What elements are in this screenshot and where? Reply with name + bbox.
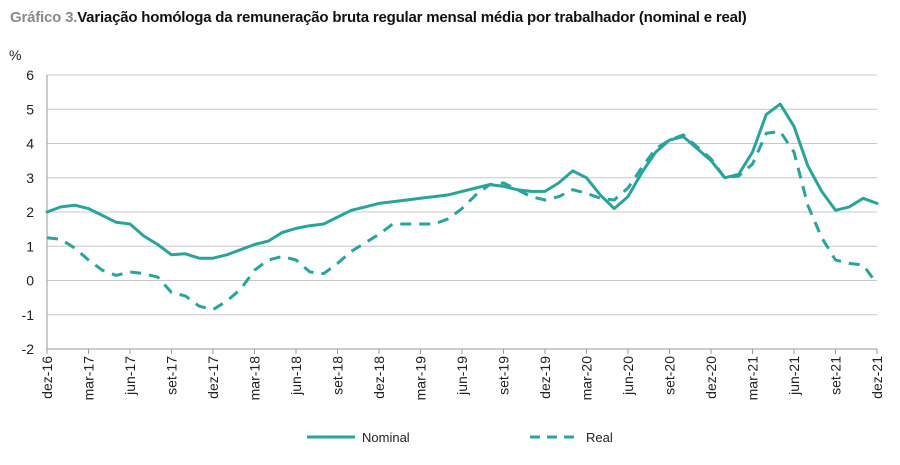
x-tick-label: dez-18 (371, 356, 387, 399)
y-axis-label: % (9, 47, 21, 63)
series-line-real (46, 130, 879, 312)
chart-title: Gráfico 3.Variação homóloga da remuneraç… (10, 9, 747, 26)
y-tick-label: 5 (26, 101, 34, 117)
y-tick-label: 4 (26, 136, 34, 152)
gridlines (46, 74, 877, 350)
x-tick-label: mar-19 (413, 356, 429, 401)
x-tick-label: set-20 (662, 356, 678, 395)
y-tick-label: 3 (26, 170, 34, 186)
x-tick-label: mar-18 (247, 356, 263, 401)
x-tick-label: jun-18 (288, 356, 304, 396)
series-lines (45, 102, 879, 312)
x-tick-label: jun-21 (786, 356, 802, 396)
x-tick-label: dez-17 (205, 356, 221, 399)
x-tick-label: set-19 (496, 356, 512, 395)
x-tick-label: dez-20 (703, 356, 719, 399)
y-tick-label: 2 (26, 204, 34, 220)
x-tick-label: jun-17 (122, 356, 138, 396)
y-tick-label: -2 (22, 341, 35, 357)
x-tick-label: set-18 (330, 356, 346, 395)
y-tick-label: 0 (26, 273, 34, 289)
series-line-nominal (45, 102, 879, 260)
chart-title-text: Variação homóloga da remuneração bruta r… (77, 9, 747, 26)
legend: Nominal Real (307, 430, 613, 445)
legend-label-real: Real (586, 430, 613, 445)
x-tick-label: jun-20 (620, 356, 636, 396)
x-tick-label: set-21 (828, 356, 844, 395)
y-tick-label: 6 (26, 67, 34, 83)
chart-title-prefix: Gráfico 3. (10, 9, 78, 26)
y-tick-label: -1 (22, 307, 35, 323)
y-axis-ticks: -2 -1 0 1 2 3 4 5 6 (22, 67, 35, 357)
x-tick-label: mar-21 (745, 356, 761, 401)
legend-label-nominal: Nominal (362, 430, 410, 445)
y-tick-label: 1 (26, 238, 34, 254)
x-tick-label: mar-20 (579, 356, 595, 401)
x-axis-ticks: dez-16 mar-17 jun-17 set-17 dez-17 mar-18 jun-… (39, 349, 885, 400)
x-tick-label: set-17 (164, 356, 180, 395)
x-tick-label: jun-19 (454, 356, 470, 396)
x-tick-label: dez-21 (869, 356, 885, 399)
x-tick-label: mar-17 (81, 356, 97, 401)
x-tick-label: dez-19 (537, 356, 553, 399)
x-tick-label: dez-16 (39, 356, 55, 399)
